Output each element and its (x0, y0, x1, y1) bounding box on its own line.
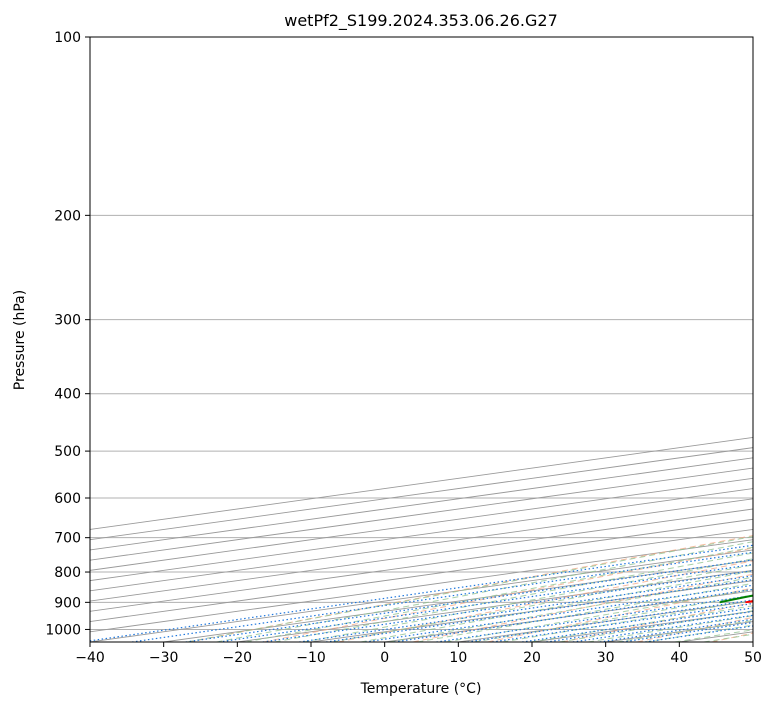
axis-ticks: −40 −30 −20 −10 0 10 20 30 40 50 1000 900 800 700 600 5… (45, 30, 762, 666)
y-tick-label: 600 (54, 491, 81, 507)
dry-adiabat-line (263, 547, 753, 642)
x-tick-label: 40 (670, 650, 688, 666)
moist-adiabat-line (332, 564, 753, 642)
moist-adiabat-line (417, 582, 753, 642)
moist-adiabat-line (473, 594, 753, 642)
mixing-ratio-line (90, 544, 753, 642)
y-tick-label: 800 (54, 565, 81, 581)
x-tick-label: 10 (449, 650, 467, 666)
isotherm-line (90, 457, 753, 551)
isotherm-line (90, 529, 753, 622)
y-tick-label: 100 (54, 30, 81, 46)
mixing-ratio-line (299, 575, 753, 642)
x-tick-label: −10 (296, 650, 326, 666)
x-tick-label: 50 (744, 650, 762, 666)
plot-frame (89, 36, 754, 643)
moist-adiabat-line (274, 552, 753, 642)
x-tick-label: −40 (75, 650, 105, 666)
y-tick-label: 400 (54, 387, 81, 403)
y-tick-label: 900 (54, 595, 81, 611)
y-tick-label: 200 (54, 208, 81, 224)
isotherm-line (90, 477, 753, 571)
y-axis-label: Pressure (hPa) (12, 290, 28, 390)
isotherm-line (90, 518, 753, 612)
x-axis-label: Temperature (°C) (360, 681, 482, 697)
isotherm-line (90, 467, 753, 561)
moist-adiabat-line (388, 576, 753, 642)
x-tick-label: 0 (380, 650, 389, 666)
y-tick-label: 700 (54, 531, 81, 547)
plot-area: 0.10.20.40.611.52346810131620253036-100-… (90, 37, 753, 642)
chart-title: wetPf2_S199.2024.353.06.26.G27 (284, 11, 558, 31)
isotherm-line (90, 488, 753, 582)
x-tick-label: 20 (523, 650, 541, 666)
isotherm-line (90, 539, 753, 633)
mixing-ratio-line (218, 563, 753, 642)
mixing-ratio-line (325, 579, 753, 642)
y-tick-label: 1000 (45, 622, 81, 638)
isotherm-line (90, 508, 753, 602)
dry-adiabat-line (412, 573, 753, 642)
mixing-ratio-line (262, 570, 753, 642)
y-tick-label: 500 (54, 444, 81, 460)
x-tick-label: −30 (149, 650, 179, 666)
x-tick-label: 30 (597, 650, 615, 666)
moist-adiabat-line (303, 558, 753, 642)
x-tick-label: −20 (223, 650, 253, 666)
isotherm-line (90, 498, 753, 592)
y-tick-label: 300 (54, 313, 81, 329)
